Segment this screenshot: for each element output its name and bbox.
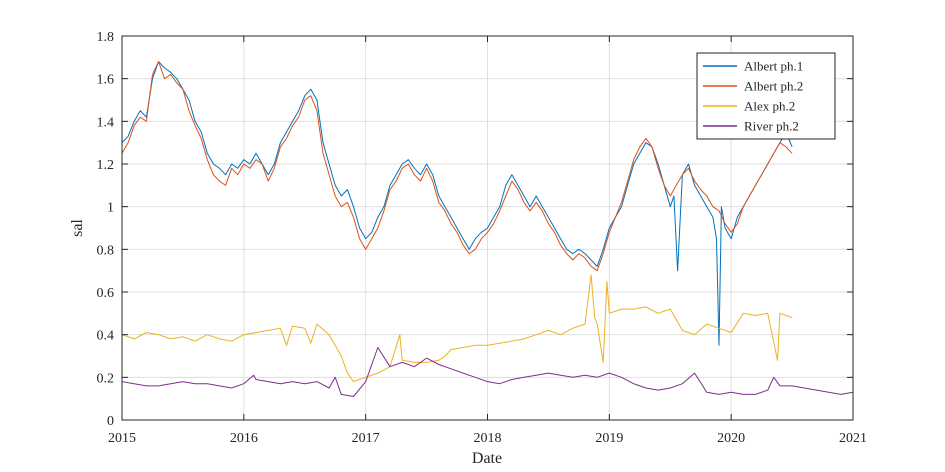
- y-tick-label: 1.2: [97, 158, 115, 173]
- legend: Albert ph.1 Albert ph.2 Alex ph.2 River ph.…: [696, 52, 836, 140]
- legend-label: Albert ph.2: [744, 79, 803, 94]
- y-tick-label: 1.8: [97, 30, 115, 45]
- y-tick-label: 0: [107, 414, 114, 429]
- series-line-river-ph-2: [121, 347, 854, 397]
- y-tick-label: 0.6: [97, 286, 115, 301]
- y-tick-label: 1.4: [97, 115, 115, 130]
- y-tick-label: 0.2: [97, 371, 115, 386]
- legend-label: Alex ph.2: [744, 99, 795, 114]
- x-tick-label: 2015: [108, 431, 136, 446]
- x-axis-label: Date: [472, 450, 502, 467]
- series-line-albert-ph-1: [121, 61, 793, 346]
- legend-box: [696, 52, 836, 140]
- x-tick-label: 2016: [230, 431, 258, 446]
- x-tick-label: 2021: [839, 431, 867, 446]
- series-line-albert-ph-2: [121, 61, 793, 272]
- x-tick-label: 2020: [717, 431, 745, 446]
- series-layer: [121, 61, 854, 397]
- y-tick-label: 1: [107, 201, 114, 216]
- y-tick-label: 0.8: [97, 243, 115, 258]
- x-tick-label: 2018: [474, 431, 502, 446]
- series-line-alex-ph-2: [121, 274, 793, 383]
- axis-ticks: 2015 2016 2017 2018 2019 2020 2021 0 0.2 0.4 0.6 0.…: [97, 30, 868, 446]
- legend-label: River ph.2: [744, 119, 799, 134]
- y-tick-label: 1.6: [97, 73, 115, 88]
- legend-label: Albert ph.1: [744, 59, 803, 74]
- x-tick-label: 2019: [595, 431, 623, 446]
- x-tick-label: 2017: [352, 431, 380, 446]
- y-tick-label: 0.4: [97, 329, 115, 344]
- y-axis-label: sal: [69, 219, 86, 237]
